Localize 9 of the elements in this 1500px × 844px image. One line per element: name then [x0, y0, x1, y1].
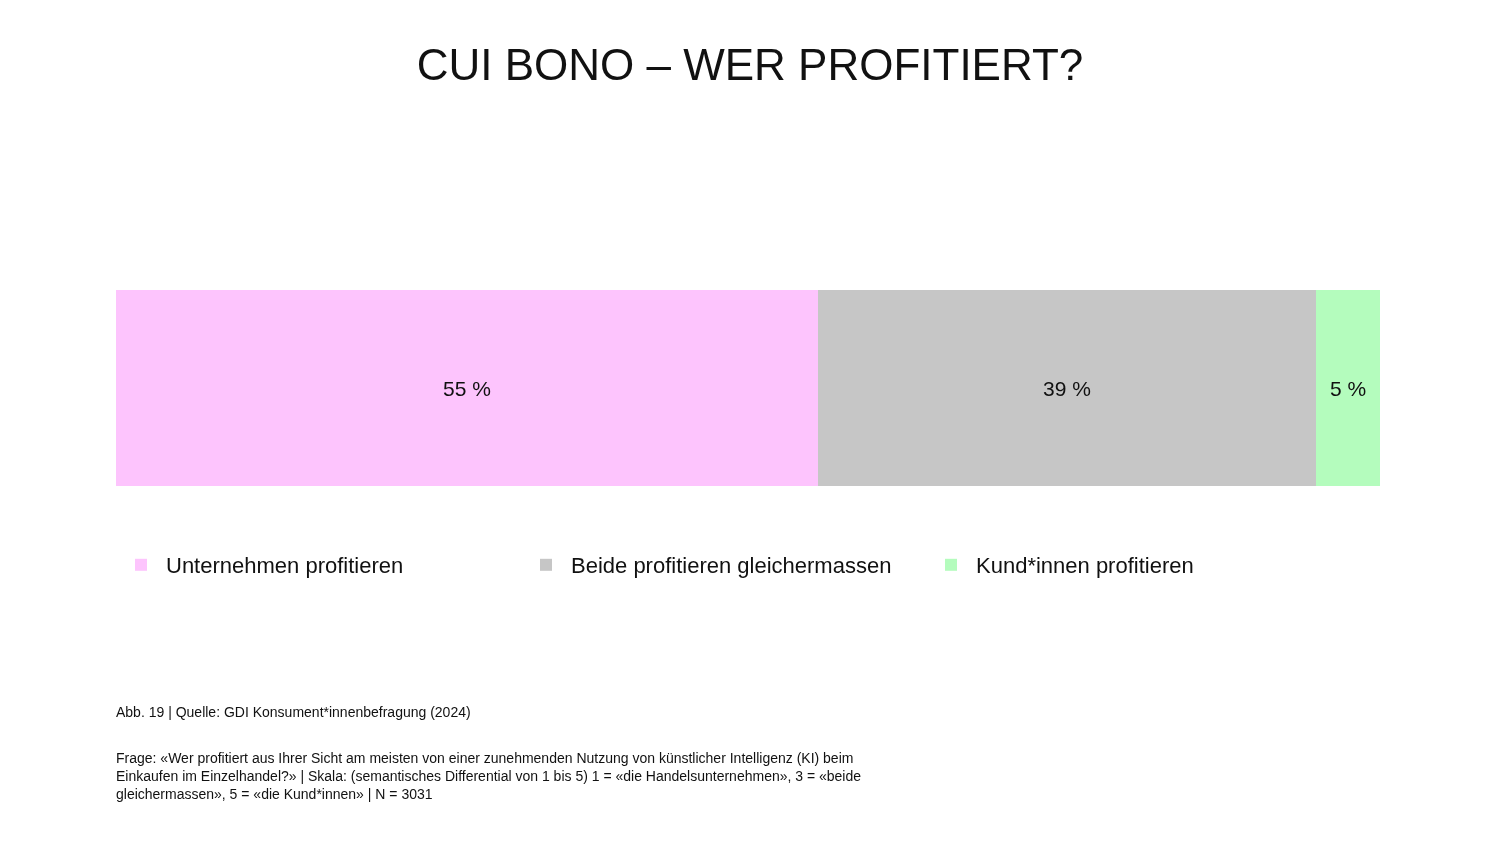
data-label: 5 % [1329, 376, 1367, 400]
text: Frage: «Wer profitiert aus Ihrer Sicht am meisten von einer zunehmenden Nutzung von künstlicher Intelligenz (KI) beim Einkaufen im Einzelhandel?» | Skala: (semantisches Differential von 1 bis 5) 1 = «die Handelsunternehmen», 3 = «beide gleichermassen», 5 = «die Kund*innen» | N = 3031 [116, 750, 862, 803]
data-label: 55 % [443, 376, 491, 400]
legend-label: Kund*innen profitieren [976, 553, 1194, 579]
chart-title: CUI BONO – WER PROFITIERT? [416, 40, 1084, 90]
data-label: 39 % [1043, 376, 1091, 400]
legend-label: Beide profitieren gleichermassen [571, 553, 892, 579]
caption: Abb. 19 | Quelle: GDI Konsument*innenbefragung (2024) [116, 704, 471, 720]
legend-label: Unternehmen profitieren [166, 553, 404, 579]
